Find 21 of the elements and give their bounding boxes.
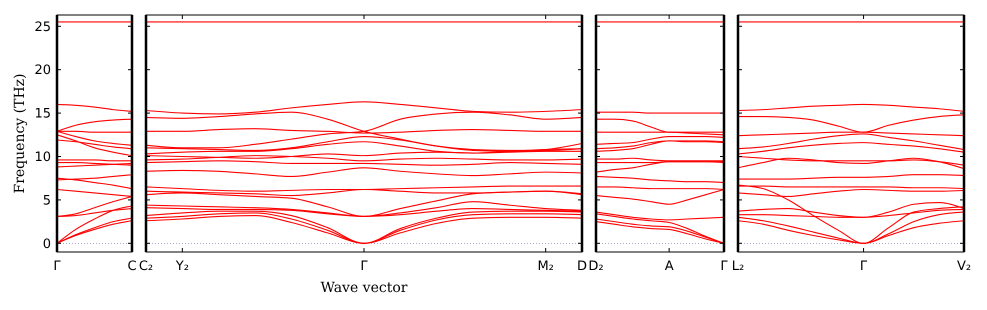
x-tick-label: D₂: [588, 259, 604, 274]
x-tick-label: D: [576, 259, 588, 274]
y-tick-label: 10: [34, 150, 51, 166]
y-tick-label: 0: [42, 236, 51, 252]
x-tick-label: Γ: [53, 259, 62, 274]
x-axis-title: Wave vector: [320, 280, 408, 296]
y-tick-label: 15: [34, 106, 51, 122]
x-tick-label: L₂: [732, 259, 744, 274]
y-tick-label: 25: [34, 20, 51, 35]
x-tick-label: Y₂: [174, 259, 189, 274]
x-tick-label: Γ: [860, 259, 868, 274]
y-axis-title: Frequency (THz): [12, 73, 28, 194]
x-tick-label: V₂: [956, 259, 972, 274]
x-tick-label: Γ: [720, 259, 728, 274]
x-tick-label: C: [127, 259, 137, 274]
x-tick-label: A: [664, 259, 674, 274]
x-tick-label: M₂: [537, 259, 554, 274]
y-tick-label: 20: [34, 63, 51, 78]
x-tick-label: Γ: [360, 259, 368, 274]
x-tick-label: C₂: [138, 259, 154, 274]
y-tick-label: 5: [42, 193, 51, 208]
